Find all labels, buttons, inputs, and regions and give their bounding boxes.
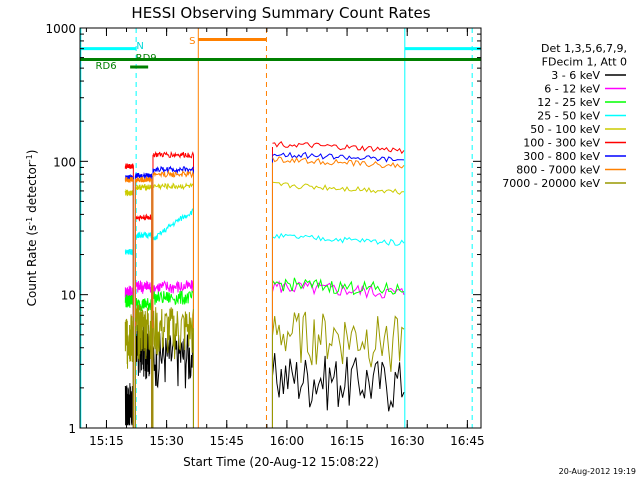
legend-label: 800 - 7000 keV <box>516 164 600 177</box>
y-axis-label-exponent: -1 <box>25 154 34 162</box>
legend-label: 6 - 12 keV <box>544 83 600 96</box>
y-tick-label: 10 <box>61 289 76 303</box>
band-100-300-trace <box>134 213 153 222</box>
annotation-n: N <box>136 41 143 52</box>
y-axis-label-part: Count Rate (s <box>25 225 39 307</box>
band-7000-20000-trace <box>152 307 194 360</box>
band-6-12-trace <box>152 280 194 294</box>
band-25-50-trace <box>124 248 134 256</box>
x-tick-label: 16:00 <box>270 434 305 448</box>
band-800-7000-trace <box>272 156 405 169</box>
legend-header-line: Det 1,3,5,6,7,9, <box>541 42 627 55</box>
band-12-25-trace <box>272 277 405 296</box>
band-7000-20000-trace <box>124 314 134 369</box>
legend-label: 100 - 300 keV <box>523 137 600 150</box>
x-axis-label: Start Time (20-Aug-12 15:08:22) <box>183 455 379 469</box>
legend-header-line: FDecim 1, Att 0 <box>542 56 627 69</box>
plot-frame <box>79 27 482 429</box>
band-800-7000-trace <box>152 169 194 179</box>
band-800-7000-trace <box>134 175 153 183</box>
x-tick-label: 15:30 <box>149 434 184 448</box>
band-6-12-trace <box>272 280 405 300</box>
band-300-800-trace <box>134 172 153 180</box>
annotation-s: S <box>189 36 195 47</box>
band-300-800-trace <box>152 165 194 175</box>
y-axis-label-part: ) <box>25 150 39 155</box>
legend-label: 3 - 6 keV <box>551 69 600 82</box>
legend-label: 7000 - 20000 keV <box>502 177 600 190</box>
y-axis-label-part: detector <box>25 162 39 217</box>
band-50-100-trace <box>124 188 134 198</box>
band-100-300-trace <box>152 150 194 159</box>
band-100-300-trace <box>272 141 405 155</box>
band-12-25-trace <box>152 290 194 306</box>
annotation-rd6: RD6 <box>96 61 117 72</box>
x-tick-label: 15:15 <box>89 434 124 448</box>
band-25-50-trace <box>134 231 153 240</box>
y-axis: 1 10 100 1000 <box>45 22 481 436</box>
band-12-25-trace <box>124 294 134 308</box>
band-100-300-trace <box>124 163 134 170</box>
legend: Det 1,3,5,6,7,9,FDecim 1, Att 03 - 6 keV… <box>502 42 627 190</box>
y-axis-label: Count Rate (s-1 detector-1) <box>25 150 40 307</box>
x-axis: 15:15 15:30 15:45 16:00 16:15 16:30 16:45 <box>85 28 485 448</box>
band-7000-20000-trace <box>272 311 405 372</box>
band-50-100-trace <box>134 184 153 192</box>
band-6-12-trace <box>134 280 153 294</box>
annotation-rd9: RD9 <box>136 53 157 64</box>
y-tick-label: 1000 <box>45 22 76 36</box>
band-25-50-trace <box>152 207 194 241</box>
plot-area: N S RD6 RD9 <box>80 28 481 428</box>
x-tick-label: 15:45 <box>209 434 244 448</box>
legend-label: 25 - 50 keV <box>537 110 600 123</box>
legend-label: 300 - 800 keV <box>523 150 600 163</box>
legend-label: 12 - 25 keV <box>537 96 600 109</box>
band-12-25-trace <box>134 298 153 312</box>
band-3-6-trace <box>124 383 134 426</box>
band-7000-20000-trace <box>134 304 153 361</box>
x-tick-label: 16:30 <box>390 434 425 448</box>
chart-title: HESSI Observing Summary Count Rates <box>131 4 430 22</box>
band-3-6-trace <box>272 353 405 412</box>
y-tick-label: 100 <box>53 155 76 169</box>
band-25-50-trace <box>272 232 405 246</box>
legend-label: 50 - 100 keV <box>530 123 600 136</box>
band-800-7000-trace <box>124 176 134 183</box>
x-tick-label: 16:45 <box>450 434 485 448</box>
band-300-800-trace <box>272 151 405 163</box>
band-50-100-trace <box>152 182 194 191</box>
footer-timestamp: 20-Aug-2012 19:19 <box>559 467 636 476</box>
x-tick-label: 16:15 <box>330 434 365 448</box>
y-axis-label-exponent: -1 <box>25 217 34 225</box>
y-tick-label: 1 <box>68 422 76 436</box>
band-50-100-trace <box>272 181 404 195</box>
